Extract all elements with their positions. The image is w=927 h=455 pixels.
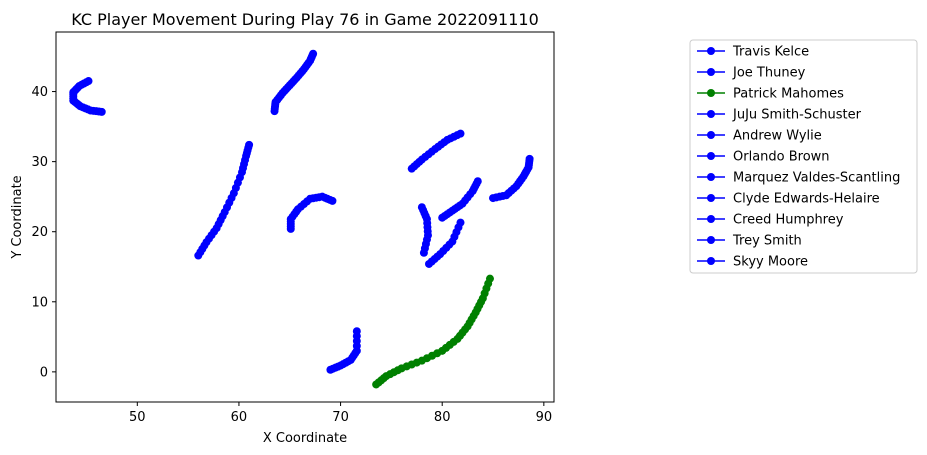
plot-frame [55, 31, 555, 403]
y-axis-title: Y Coordinate [10, 175, 25, 259]
legend-entry: Skyy Moore [697, 255, 808, 270]
x-tick-label: 90 [536, 410, 553, 425]
series-9 [424, 218, 465, 268]
legend-entry: Patrick Mahomes [697, 87, 844, 102]
legend-label: Clyde Edwards-Helaire [733, 192, 880, 207]
legend-label: Marquez Valdes-Scantling [733, 171, 900, 186]
x-tick-label: 70 [332, 410, 349, 425]
legend-entry: Orlando Brown [697, 150, 830, 165]
legend-swatch-marker [707, 173, 715, 181]
legend-label: Andrew Wylie [733, 129, 822, 144]
legend-entry: JuJu Smith-Schuster [697, 108, 862, 123]
series-10 [438, 177, 482, 222]
plot-area [69, 49, 534, 389]
data-point [352, 327, 361, 336]
legend-label: Travis Kelce [732, 45, 809, 60]
x-tick-label: 80 [434, 410, 451, 425]
legend-entry: Joe Thuney [697, 66, 806, 81]
series-6 [194, 140, 254, 260]
axis-ticks: 50 60 70 80 90 0 10 20 30 40 [31, 85, 552, 425]
legend-entry: Andrew Wylie [697, 129, 822, 144]
series-7 [326, 327, 361, 374]
legend-swatch-marker [707, 110, 715, 118]
series-5 [286, 192, 337, 233]
legend-swatch-marker [707, 257, 715, 265]
data-point [473, 177, 482, 186]
series-8 [417, 203, 432, 257]
x-tick-label: 50 [129, 410, 146, 425]
y-tick-label: 10 [31, 295, 48, 310]
data-point [456, 129, 465, 138]
legend-label: Joe Thuney [732, 66, 806, 81]
data-point [419, 248, 428, 257]
series-0 [270, 49, 318, 116]
legend-label: Creed Humphrey [733, 213, 844, 228]
legend-entry: Travis Kelce [697, 45, 809, 60]
legend-label: Skyy Moore [733, 255, 808, 270]
y-tick-label: 20 [31, 225, 48, 240]
legend-swatch-marker [707, 89, 715, 97]
legend-swatch-marker [707, 131, 715, 139]
legend-entry: Trey Smith [697, 234, 802, 249]
legend-entry: Clyde Edwards-Helaire [697, 192, 880, 207]
series-2 [372, 274, 494, 389]
series-4 [407, 129, 465, 173]
data-point [245, 140, 254, 149]
data-point [456, 218, 465, 227]
legend-swatch-marker [707, 215, 715, 223]
data-point [309, 49, 318, 58]
legend-swatch-marker [707, 68, 715, 76]
x-axis-title: X Coordinate [263, 431, 347, 446]
legend-swatch-marker [707, 47, 715, 55]
data-point [286, 224, 295, 233]
legend-swatch-marker [707, 152, 715, 160]
legend-label: JuJu Smith-Schuster [732, 108, 862, 123]
x-tick-label: 60 [231, 410, 248, 425]
legend-label: Patrick Mahomes [733, 87, 844, 102]
legend-box [689, 39, 918, 274]
legend-swatch-marker [707, 194, 715, 202]
legend-entry: Marquez Valdes-Scantling [697, 171, 900, 186]
data-point [489, 194, 498, 203]
legend-entry: Creed Humphrey [697, 213, 844, 228]
legend-label: Orlando Brown [733, 150, 830, 165]
y-tick-label: 30 [31, 155, 48, 170]
data-point [485, 274, 494, 283]
data-point [97, 107, 106, 116]
series-1 [489, 154, 534, 203]
series-3 [69, 77, 106, 116]
legend-swatch-marker [707, 236, 715, 244]
chart-title: KC Player Movement During Play 76 in Gam… [71, 10, 539, 29]
legend-label: Trey Smith [732, 234, 802, 249]
y-tick-label: 0 [40, 365, 48, 380]
y-tick-label: 40 [31, 85, 48, 100]
legend: Travis Kelce Joe Thuney Patrick Mahomes JuJ… [689, 39, 918, 274]
